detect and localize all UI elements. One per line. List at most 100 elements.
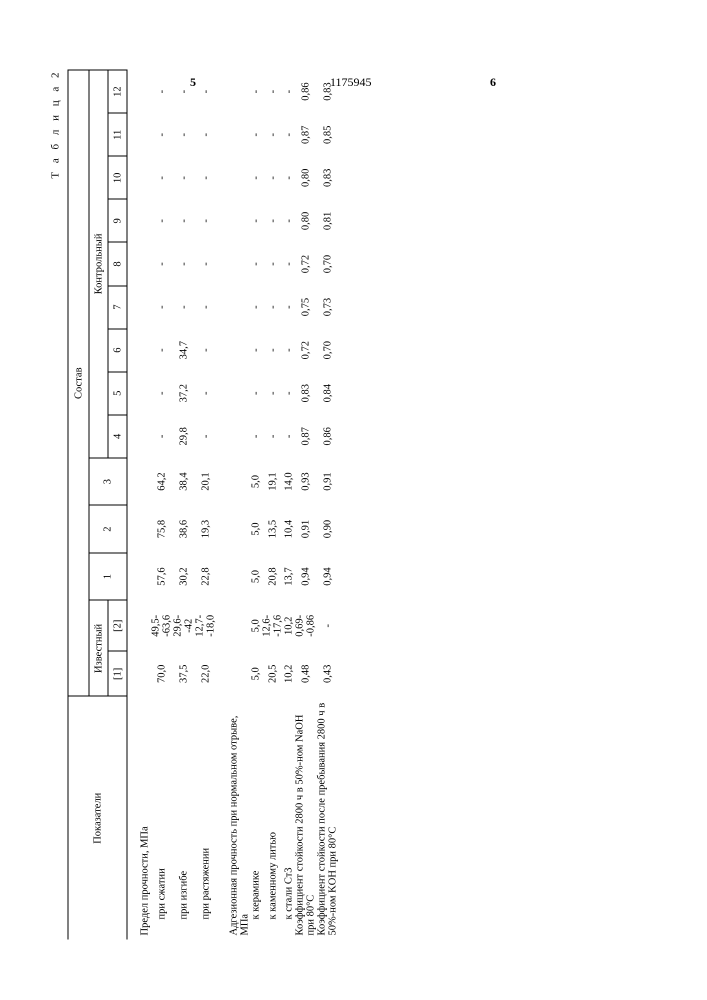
cell: 0,84 xyxy=(317,372,339,415)
cell: 38,6 xyxy=(173,505,195,553)
cell: - xyxy=(251,70,262,113)
cell: - xyxy=(262,113,284,156)
cell: 0,87 xyxy=(295,113,317,156)
hdr-col-2: 2 xyxy=(89,505,127,553)
cell: 0,91 xyxy=(295,505,317,553)
cell xyxy=(127,415,151,458)
hdr-pokazateli: Показатели xyxy=(68,696,127,939)
cell: 10,4 xyxy=(284,505,295,553)
cell: - xyxy=(195,242,217,285)
row-label: при растяжении xyxy=(195,696,217,939)
cell: - xyxy=(251,113,262,156)
cell: - xyxy=(262,156,284,199)
cell xyxy=(217,372,251,415)
cell: 0,85 xyxy=(317,113,339,156)
cell: - xyxy=(173,286,195,329)
cell: - xyxy=(284,199,295,242)
cell xyxy=(127,329,151,372)
hdr-col-1: 1 xyxy=(89,553,127,601)
row-label: к каменному литью xyxy=(262,696,284,939)
cell: 34,7 xyxy=(173,329,195,372)
cell: - xyxy=(284,113,295,156)
cell xyxy=(127,242,151,285)
cell: 14,0 xyxy=(284,458,295,506)
cell xyxy=(217,415,251,458)
cell: 12,7--18,0 xyxy=(195,600,217,651)
cell: 0,90 xyxy=(317,505,339,553)
row-label: Адгезионная прочность при нормальном отр… xyxy=(217,696,251,939)
cell: - xyxy=(262,372,284,415)
cell: 0,43 xyxy=(317,651,339,696)
cell xyxy=(217,113,251,156)
cell: 0,91 xyxy=(317,458,339,506)
cell: 0,83 xyxy=(317,156,339,199)
cell: - xyxy=(173,199,195,242)
cell xyxy=(217,286,251,329)
cell xyxy=(127,286,151,329)
cell: 0,94 xyxy=(295,553,317,601)
cell: 0,80 xyxy=(295,199,317,242)
cell: - xyxy=(251,286,262,329)
cell: - xyxy=(151,242,173,285)
cell: 0,93 xyxy=(295,458,317,506)
cell: 5,0 xyxy=(251,458,262,506)
cell: 0,86 xyxy=(295,70,317,113)
cell: 10,2 xyxy=(284,651,295,696)
cell: - xyxy=(251,199,262,242)
cell: 0,73 xyxy=(317,286,339,329)
row-label: Коэффициент стойкости 2800 ч в 50%-ном N… xyxy=(295,696,317,939)
table-row: Коэффициент стойкости 2800 ч в 50%-ном N… xyxy=(295,70,317,940)
hdr-col-8: 8 xyxy=(108,242,127,285)
cell: - xyxy=(251,415,262,458)
cell: 5,0 xyxy=(251,600,262,651)
cell: - xyxy=(151,113,173,156)
cell: 22,8 xyxy=(195,553,217,601)
hdr-kontrolny: Контрольный xyxy=(89,70,108,458)
cell: - xyxy=(262,70,284,113)
cell: 0,81 xyxy=(317,199,339,242)
cell: 0,70 xyxy=(317,329,339,372)
table-caption: Т а б л и ц а 2 xyxy=(50,70,62,179)
cell: - xyxy=(262,242,284,285)
cell xyxy=(127,651,151,696)
cell: - xyxy=(173,70,195,113)
cell: - xyxy=(173,242,195,285)
cell: 20,5 xyxy=(262,651,284,696)
cell: 22,0 xyxy=(195,651,217,696)
cell xyxy=(217,600,251,651)
row-label: при изгибе xyxy=(173,696,195,939)
cell xyxy=(127,199,151,242)
cell: 0,70 xyxy=(317,242,339,285)
cell: 0,75 xyxy=(295,286,317,329)
cell: - xyxy=(195,199,217,242)
hdr-col-ref1: [1] xyxy=(108,651,127,696)
row-label: к керамике xyxy=(251,696,262,939)
cell: - xyxy=(151,329,173,372)
table-body: Предел прочности, МПапри сжатии70,049,5-… xyxy=(127,70,339,940)
cell xyxy=(217,458,251,506)
cell: 5,0 xyxy=(251,651,262,696)
cell: 49,5--63,6 xyxy=(151,600,173,651)
hdr-col-11: 11 xyxy=(108,113,127,156)
row-label: Коэффициент стойкости после пребывания 2… xyxy=(317,696,339,939)
cell: 37,5 xyxy=(173,651,195,696)
cell: 0,72 xyxy=(295,242,317,285)
cell xyxy=(217,553,251,601)
cell xyxy=(217,651,251,696)
hdr-col-12: 12 xyxy=(108,70,127,113)
cell: 57,6 xyxy=(151,553,173,601)
cell: 0,80 xyxy=(295,156,317,199)
cell: 75,8 xyxy=(151,505,173,553)
cell: 0,87 xyxy=(295,415,317,458)
cell: - xyxy=(173,113,195,156)
cell: - xyxy=(284,242,295,285)
cell: 10,2 xyxy=(284,600,295,651)
cell xyxy=(217,329,251,372)
cell: - xyxy=(195,372,217,415)
cell: 30,2 xyxy=(173,553,195,601)
cell: - xyxy=(251,372,262,415)
hdr-sostav: Состав xyxy=(68,70,89,696)
cell: - xyxy=(151,70,173,113)
cell: 29,6--42 xyxy=(173,600,195,651)
cell: - xyxy=(195,113,217,156)
